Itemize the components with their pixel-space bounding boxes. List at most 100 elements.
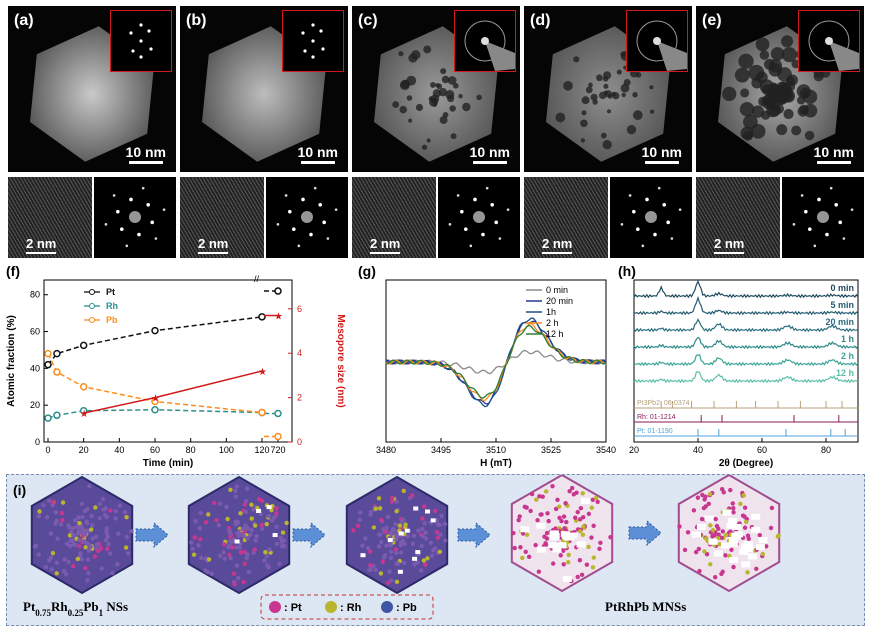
legend-entry: 12 h [546,329,564,339]
series-label: 1 h [841,334,854,344]
panel-label: (c) [358,12,378,30]
y-tick-label: 40 [30,363,40,373]
arrow-icon [293,523,325,547]
series-line [634,282,858,298]
data-point [259,410,265,416]
right-caption: PtRhPb MNSs [605,599,686,614]
fft-panel [782,177,864,258]
scale-bar-label: 10 nm [642,144,682,160]
legend-label: : Pb [396,602,417,614]
tem-panel: (e) 10 nm [696,6,864,172]
series-line [84,371,262,413]
hrtem-scale-bar: 2 nm [198,236,228,254]
data-point [45,362,51,368]
data-point [45,415,51,421]
x-tick-label: 80 [186,445,196,455]
x-tick-label: 60 [150,445,160,455]
x-tick-label: 80 [821,445,831,455]
data-point [81,342,87,348]
arrow-icon [458,523,490,547]
hrtem-scale-label: 2 nm [198,236,228,251]
diffraction-inset [282,10,344,72]
legend-label: : Rh [340,602,362,614]
legend-entry: 1h [546,307,556,317]
x-tick-label: 3495 [431,445,451,455]
scale-bar: 10 nm [126,144,166,164]
hrtem-panel: 2 nm [180,177,264,258]
hrtem-scale-bar: 2 nm [370,236,400,254]
axis-break: // [254,274,260,284]
series-label: 0 min [830,283,854,293]
y2-axis-label: Mesopore size (nm) [335,314,346,407]
scale-bar: 10 nm [298,144,338,164]
data-point [275,288,281,294]
y-tick-label: 80 [30,290,40,300]
panel-label: (b) [186,12,206,30]
hrtem-scale-bar: 2 nm [542,236,572,254]
y-tick-label: 0 [35,437,40,447]
rh-atom-icon [325,601,337,613]
scale-bar: 10 nm [814,144,854,164]
hrtem-panel: 2 nm [696,177,780,258]
diffraction-inset [626,10,688,72]
diffraction-inset [454,10,516,72]
y2-tick-label: 6 [297,304,302,314]
y-tick-label: 60 [30,327,40,337]
data-point [275,410,281,416]
data-point [54,412,60,418]
x-tick-label: 3480 [376,445,396,455]
x-tick-label: 0 [45,445,50,455]
legend-entry: 2 h [546,318,559,328]
legend-entry: Pt [106,287,115,297]
hrtem-panel: 2 nm [524,177,608,258]
scale-bar-label: 10 nm [470,144,510,160]
series-line [634,355,858,365]
chart-g: (g)3480 3495 3510 3525 3540H (mT)0 min20 min… [356,262,616,472]
panel-label: (f) [6,263,20,279]
series-label: 20 min [825,317,854,327]
data-point [259,314,265,320]
data-point [275,433,281,439]
series-label: 12 h [836,368,854,378]
nanosheet-model [677,475,780,591]
panel-label: (i) [13,482,26,498]
reference-label: Pt: 01-1190 [637,428,673,435]
hrtem-scale-label: 2 nm [26,236,56,251]
series-line [48,317,262,365]
series-label: 5 min [830,300,854,310]
tem-panel: (c) 10 nm [352,6,520,172]
x-tick-label: 120 [254,445,269,455]
arrow-icon [136,523,168,547]
scale-bar: 10 nm [470,144,510,164]
y2-tick-label: 0 [297,437,302,447]
x-tick-label: 40 [114,445,124,455]
arrow-icon [629,521,661,545]
panel-label: (e) [702,12,722,30]
panel-label: (h) [618,263,636,279]
chart-f: (f)02040608002460 20 40 60 80 100 120 720//Time… [0,262,356,472]
x-axis-label: 2θ (Degree) [719,458,773,469]
x-axis-label: H (mT) [480,458,512,469]
data-point [54,351,60,357]
data-point: ★ [151,394,160,405]
tem-panel: (a) 10 nm [8,6,176,172]
data-point: ★ [258,367,267,378]
fft-panel [610,177,692,258]
nanosheet-model [32,477,134,593]
pb-atom-icon [381,601,393,613]
nanosheet-model [511,475,612,591]
diffraction-inset [110,10,172,72]
hrtem-scale-bar: 2 nm [26,236,56,254]
x-tick-label: 60 [757,445,767,455]
legend-entry: 0 min [546,285,568,295]
legend-label: : Pt [284,602,302,614]
data-point [81,384,87,390]
pt-atom-icon [269,601,281,613]
data-point [45,351,51,357]
series-label: 2 h [841,351,854,361]
x-tick-label: 3540 [596,445,616,455]
chart-h: (h)20 40 60 802θ (Degree)0 min5 min20 min1 … [616,262,873,472]
series-line [634,338,858,349]
panel-label: (d) [530,12,550,30]
x-tick-label: 20 [629,445,639,455]
